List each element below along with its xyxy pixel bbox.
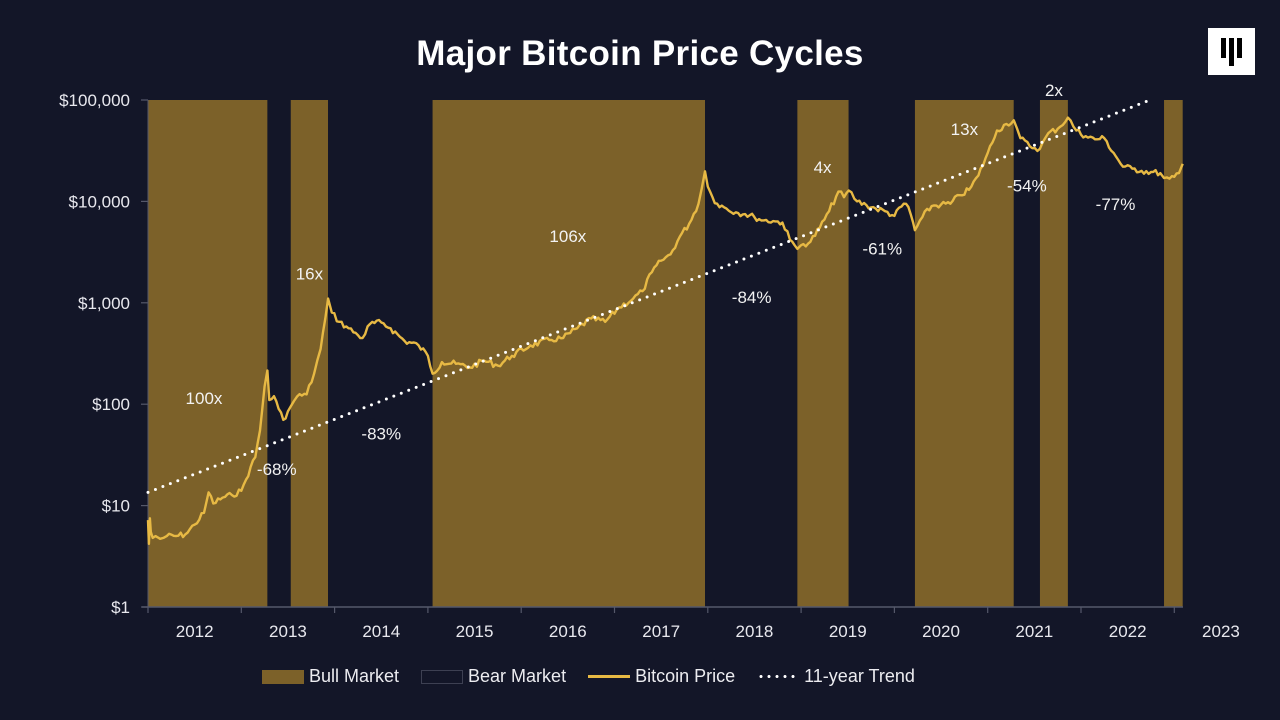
y-tick-label: $10,000 (69, 192, 130, 211)
y-tick-label: $1,000 (78, 294, 130, 313)
logo-bar-left (1221, 38, 1226, 58)
legend-item-bear: Bear Market (421, 666, 566, 687)
bull-market-region (914, 100, 1014, 607)
legend-label: Bear Market (468, 666, 567, 686)
bear-market-region (328, 100, 433, 607)
legend-label: 11-year Trend (804, 666, 915, 686)
bear-market-region (705, 100, 798, 607)
cycle-annotation: 2x (1045, 81, 1063, 100)
market-regions (148, 100, 1183, 607)
cycle-annotation: -84% (732, 288, 772, 307)
legend-swatch-bear (421, 669, 464, 684)
x-tick-label: 2012 (176, 622, 214, 641)
legend-item-trend: 11-year Trend (757, 666, 915, 687)
y-tick-label: $100,000 (59, 91, 130, 110)
cycle-annotation: -83% (361, 424, 401, 443)
x-tick-label: 2021 (1015, 622, 1053, 641)
cycle-annotation: -61% (862, 239, 902, 258)
series-layer (146, 98, 1184, 545)
cycle-annotation: 100x (186, 389, 223, 408)
cycle-annotation: -54% (1007, 177, 1047, 196)
x-tick-label: 2023 (1202, 622, 1240, 641)
legend-dots-trend (757, 675, 800, 678)
y-tick-label: $10 (102, 497, 130, 516)
logo-bar-right (1237, 38, 1242, 58)
cycle-annotation: -77% (1096, 195, 1136, 214)
legend-line-price (588, 675, 631, 678)
x-tick-label: 2022 (1109, 622, 1147, 641)
bear-market-region (1067, 100, 1165, 607)
bitcoin-price-line (146, 116, 1184, 545)
x-tick-label: 2019 (829, 622, 867, 641)
bull-market-region (797, 100, 849, 607)
axes: $100,000 $10,000 $1,000 $100 $10 $1 2012 2013 20… (59, 91, 1240, 641)
x-tick-label: 2013 (269, 622, 307, 641)
bull-market-region (290, 100, 329, 607)
x-tick-label: 2020 (922, 622, 960, 641)
cycle-annotation: 13x (951, 120, 979, 139)
x-tick-label: 2015 (456, 622, 494, 641)
legend-swatch-bull (262, 669, 304, 684)
legend-item-bull: Bull Market (262, 666, 399, 687)
cycle-annotation: 16x (296, 264, 324, 283)
y-tick-label: $1 (111, 598, 130, 617)
cycle-annotation: 4x (814, 158, 832, 177)
bull-market-region (148, 100, 268, 607)
bull-market-region (1039, 100, 1068, 607)
legend: Bull Market Bear Market Bitcoin Price 11… (262, 666, 937, 687)
cycle-annotation: 106x (549, 227, 586, 246)
bear-market-region (848, 100, 915, 607)
bull-market-region (432, 100, 706, 607)
annotations: 100x -68% 16x -83% 106x -84% 4x -61% 13x -54% 2x -7… (186, 81, 1136, 479)
bear-market-region (267, 100, 291, 607)
x-tick-label: 2017 (642, 622, 680, 641)
x-tick-label: 2018 (736, 622, 774, 641)
bull-market-region (1164, 100, 1183, 607)
cycle-annotation: -68% (257, 460, 297, 479)
x-tick-label: 2014 (362, 622, 400, 641)
x-tick-label: 2016 (549, 622, 587, 641)
legend-label: Bull Market (309, 666, 400, 686)
chart-title: Major Bitcoin Price Cycles (416, 34, 864, 73)
legend-label: Bitcoin Price (635, 666, 736, 686)
logo-bar-middle (1229, 38, 1234, 66)
y-tick-label: $100 (92, 395, 130, 414)
trend-line (146, 98, 1152, 494)
pantera-logo-icon (1208, 28, 1255, 75)
bear-market-region (1013, 100, 1040, 607)
legend-item-price: Bitcoin Price (588, 666, 735, 687)
